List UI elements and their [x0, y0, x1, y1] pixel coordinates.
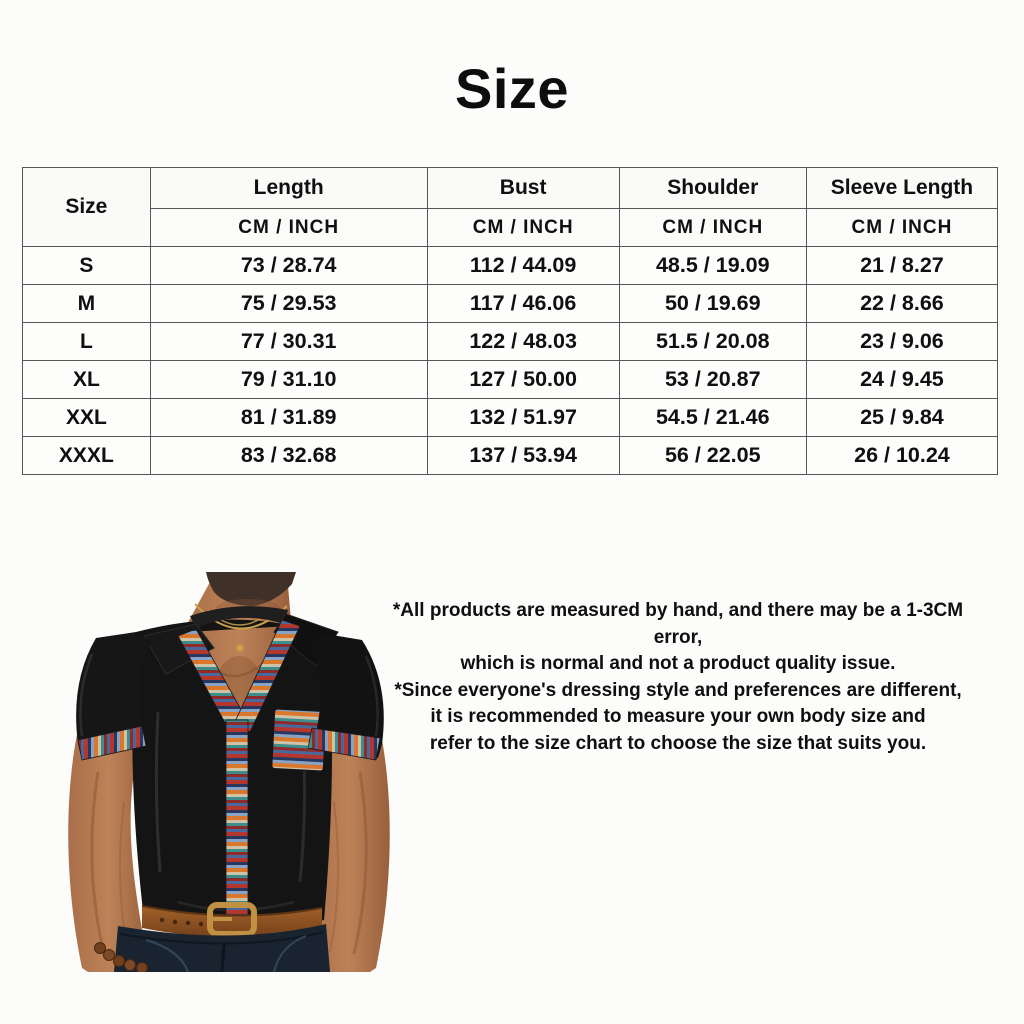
size-cell: XL [22, 360, 151, 399]
jeans [114, 924, 330, 973]
bust-cell: 132 / 51.97 [426, 398, 620, 437]
page-title: Size [454, 57, 570, 120]
note-line: *Since everyone's dressing style and pre… [394, 679, 962, 701]
sleeve-cell: 21 / 8.27 [805, 246, 999, 285]
length-cell: 79 / 31.10 [149, 360, 428, 399]
right-cuff-trim [307, 727, 381, 761]
note-line: it is recommended to measure your own bo… [430, 706, 926, 727]
length-cell: 83 / 32.68 [149, 436, 428, 475]
bust-cell: 127 / 50.00 [426, 360, 620, 399]
left-cuff-trim [77, 725, 147, 761]
sleeve-cell: 25 / 9.84 [805, 398, 999, 437]
measurement-notes: *All products are measured by hand, and … [383, 598, 973, 757]
note-line: *All products are measured by hand, and … [392, 600, 964, 648]
shoulder-cell: 54.5 / 21.46 [618, 398, 807, 437]
length-cell: 73 / 28.74 [149, 246, 428, 285]
shoulder-cell: 48.5 / 19.09 [618, 246, 807, 285]
table-row-s: S 73 / 28.74 112 / 44.09 48.5 / 19.09 21… [22, 246, 999, 285]
shirt-sleeves [76, 632, 384, 761]
belt [141, 902, 323, 938]
shoulder-cell: 56 / 22.05 [618, 436, 807, 475]
size-chart: Size Length Bust Shoulder Sleeve Length … [22, 167, 999, 475]
header-row-units: CM / INCH CM / INCH CM / INCH CM / INCH [23, 208, 999, 247]
column-header-sleeve-length: Sleeve Length [805, 167, 999, 209]
unit-header-sleeve-length: CM / INCH [805, 208, 999, 247]
table-row-l: L 77 / 30.31 122 / 48.03 51.5 / 20.08 23… [22, 322, 999, 361]
length-cell: 77 / 30.31 [149, 322, 428, 361]
sleeve-cell: 23 / 9.06 [805, 322, 999, 361]
header-row-columns: Size Length Bust Shoulder Sleeve Length [22, 167, 999, 247]
product-photo [58, 572, 400, 974]
sleeve-cell: 22 / 8.66 [805, 284, 999, 323]
unit-header-bust: CM / INCH [426, 208, 620, 247]
unit-header-length: CM / INCH [149, 208, 428, 247]
sleeve-cell: 26 / 10.24 [805, 436, 999, 475]
size-chart-table: Size Length Bust Shoulder Sleeve Length … [22, 167, 999, 475]
bust-cell: 112 / 44.09 [426, 246, 620, 285]
sleeve-cell: 24 / 9.45 [805, 360, 999, 399]
column-header-bust: Bust [426, 167, 620, 209]
bead-bracelet [94, 942, 148, 974]
size-cell: XXL [22, 398, 151, 437]
shoulder-cell: 53 / 20.87 [618, 360, 807, 399]
table-row-xl: XL 79 / 31.10 127 / 50.00 53 / 20.87 24 … [22, 360, 999, 399]
column-header-length: Length [149, 167, 428, 209]
model-illustration [68, 572, 390, 974]
shoulder-cell: 50 / 19.69 [618, 284, 807, 323]
bust-cell: 137 / 53.94 [426, 436, 620, 475]
bust-cell: 122 / 48.03 [426, 322, 620, 361]
size-cell: M [22, 284, 151, 323]
note-line: refer to the size chart to choose the si… [429, 732, 927, 754]
column-header-shoulder: Shoulder [618, 167, 807, 209]
table-row-m: M 75 / 29.53 117 / 46.06 50 / 19.69 22 /… [22, 284, 999, 323]
size-cell: L [22, 322, 151, 361]
table-row-xxl: XXL 81 / 31.89 132 / 51.97 54.5 / 21.46 … [22, 398, 999, 437]
length-cell: 81 / 31.89 [149, 398, 428, 437]
shoulder-cell: 51.5 / 20.08 [618, 322, 807, 361]
size-cell: S [22, 246, 151, 285]
note-line: which is normal and not a product qualit… [460, 653, 896, 674]
length-cell: 75 / 29.53 [149, 284, 428, 323]
bust-cell: 117 / 46.06 [426, 284, 620, 323]
ethnic-trim [177, 619, 328, 919]
size-column-header: Size [22, 167, 151, 247]
table-row-xxxl: XXXL 83 / 32.68 137 / 53.94 56 / 22.05 2… [22, 436, 999, 475]
unit-header-shoulder: CM / INCH [618, 208, 807, 247]
size-cell: XXXL [22, 436, 151, 475]
